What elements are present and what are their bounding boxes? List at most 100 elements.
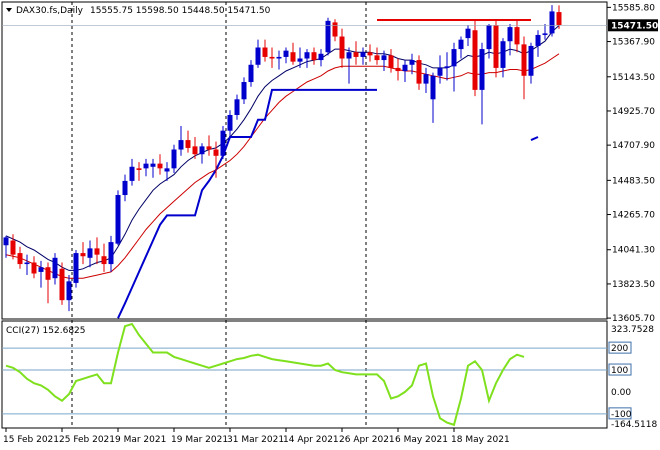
price-panel-frame (1, 1, 608, 320)
candle-body (507, 27, 513, 42)
candle-body (59, 268, 65, 301)
candle-body (388, 55, 394, 68)
time-tick-label: 15 Feb 2021 (3, 435, 59, 445)
ma-fast-line (5, 25, 560, 271)
candle-body (178, 140, 184, 150)
cci-level-box (608, 407, 632, 420)
trailing-stop-line (117, 88, 539, 319)
candle-body (549, 11, 555, 34)
candle-body (374, 55, 380, 61)
candle-body (465, 28, 471, 39)
candle-body (87, 248, 93, 258)
cci-tick-label: 323.7528 (611, 325, 654, 335)
candle-body (3, 237, 9, 246)
candle-body (220, 130, 226, 156)
candle-body (402, 64, 408, 72)
candle-body (150, 163, 156, 167)
candle-body (367, 52, 373, 56)
price-axis: 15585.80 15367.90 15143.50 14925.70 14707.90… (607, 3, 655, 324)
candle-body (325, 20, 331, 53)
price-tick-label: 15585.80 (612, 3, 655, 13)
candle-body (479, 49, 485, 90)
candle-body (409, 60, 415, 65)
candle-body (185, 140, 191, 148)
candle-body (353, 52, 359, 57)
candle-body (514, 27, 520, 45)
cci-tick-label: 100 (611, 366, 628, 376)
price-tick-label: 14925.70 (612, 107, 655, 117)
price-tick-label: 14707.90 (612, 141, 655, 151)
price-tick-label: 14041.30 (612, 246, 655, 256)
candle-body (542, 33, 548, 35)
candle-body (143, 163, 149, 169)
candle-body (248, 64, 254, 83)
candle-body (493, 25, 499, 68)
price-tick-label: 14483.50 (612, 176, 655, 186)
time-tick-label: 25 Feb 2021 (59, 435, 115, 445)
candle-body (241, 82, 247, 100)
candle-body (122, 180, 128, 196)
cci-level-box (608, 341, 632, 354)
candle-body (101, 256, 107, 265)
candle-body (108, 242, 114, 265)
candle-body (500, 41, 506, 68)
time-tick-label: 6 May 2021 (395, 435, 448, 445)
candle-body (458, 39, 464, 50)
candle-body (262, 47, 268, 57)
time-tick-label: 19 Mar 2021 (171, 435, 228, 445)
price-tick-label: 13823.50 (612, 280, 655, 290)
candle-body (381, 55, 387, 61)
candle-body (521, 44, 527, 76)
candle-body (206, 146, 212, 150)
candle-body (227, 114, 233, 131)
candle-body (255, 47, 261, 65)
candle-body (31, 262, 37, 274)
time-tick-label: 9 Mar 2021 (115, 435, 166, 445)
candle-body (311, 52, 317, 61)
time-axis: 15 Feb 2021 25 Feb 2021 9 Mar 2021 19 Mar 2… (3, 428, 510, 445)
candle-body (171, 149, 177, 169)
candle-body (276, 56, 282, 59)
candle-body (164, 168, 170, 172)
candle-body (199, 146, 205, 155)
current-price-tag-bg (608, 19, 658, 32)
candle-body (416, 60, 422, 84)
candle-body (451, 49, 457, 67)
candle-body (444, 66, 450, 68)
candle-body (556, 12, 562, 26)
candle-body (115, 195, 121, 244)
symbol-label: DAX30.fs,Daily (16, 6, 84, 16)
candle-body (437, 67, 443, 76)
candle-body (213, 149, 219, 156)
candle-body (38, 267, 44, 272)
candle-body (10, 240, 16, 255)
time-tick-label: 18 May 2021 (451, 435, 510, 445)
candle-body (24, 262, 30, 265)
ma-slow-line (5, 53, 560, 279)
price-tick-label: 14265.70 (612, 211, 655, 221)
cci-levels (2, 347, 607, 415)
candle-body (234, 99, 240, 115)
candle-body (283, 50, 289, 57)
candle-body (290, 52, 296, 62)
candle-body (332, 22, 338, 37)
candle-body (423, 74, 429, 84)
candle-body (269, 56, 275, 59)
candle-body (80, 253, 86, 257)
collapse-arrow-icon[interactable] (6, 8, 12, 12)
time-tick-label: 31 Mar 2021 (227, 435, 284, 445)
candle-body (346, 52, 352, 59)
candle-body (136, 168, 142, 170)
price-tick-label: 13605.70 (612, 314, 655, 324)
cci-tick-label: 0.00 (611, 388, 631, 398)
candle-body (395, 67, 401, 72)
candle-body (94, 248, 100, 255)
candle-body (52, 257, 58, 279)
candle-body (430, 75, 436, 100)
candle-body (360, 52, 366, 57)
candle-body (297, 58, 303, 62)
price-tick-label: 15367.90 (612, 38, 655, 48)
candle-body (73, 253, 79, 283)
